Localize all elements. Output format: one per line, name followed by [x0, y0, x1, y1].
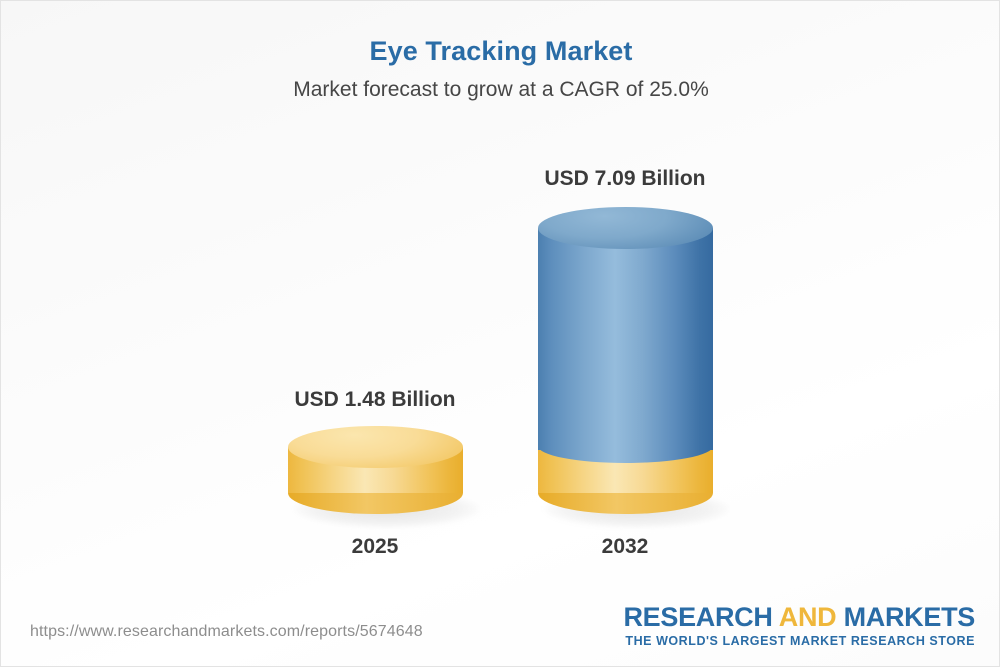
report-url[interactable]: https://www.researchandmarkets.com/repor… — [30, 623, 423, 640]
cylinder-top-2032 — [538, 207, 713, 249]
cylinder-growth-body-2032 — [538, 228, 713, 450]
chart-subtitle: Market forecast to grow at a CAGR of 25.… — [293, 78, 709, 101]
category-label-2032: 2032 — [601, 535, 649, 558]
brand-word-and: AND — [778, 602, 844, 632]
page-title: Eye Tracking Market — [369, 36, 633, 66]
brand-tagline: THE WORLD'S LARGEST MARKET RESEARCH STOR… — [625, 634, 975, 648]
value-label-2032: USD 7.09 Billion — [544, 167, 706, 190]
brand-logo[interactable]: RESEARCH AND MARKETS THE WORLD'S LARGEST… — [623, 602, 975, 649]
brand-wordmark: RESEARCH AND MARKETS — [623, 602, 975, 632]
category-label-2025: 2025 — [351, 535, 399, 558]
cylinder-growth-seam-2032 — [538, 429, 713, 463]
brand-word-research: RESEARCH — [623, 602, 779, 632]
cylinder-top-2025 — [288, 426, 463, 468]
value-label-2025: USD 1.48 Billion — [294, 388, 456, 411]
chart-header: Eye Tracking Market Market forecast to g… — [1, 35, 999, 103]
brand-word-markets: MARKETS — [843, 602, 976, 632]
